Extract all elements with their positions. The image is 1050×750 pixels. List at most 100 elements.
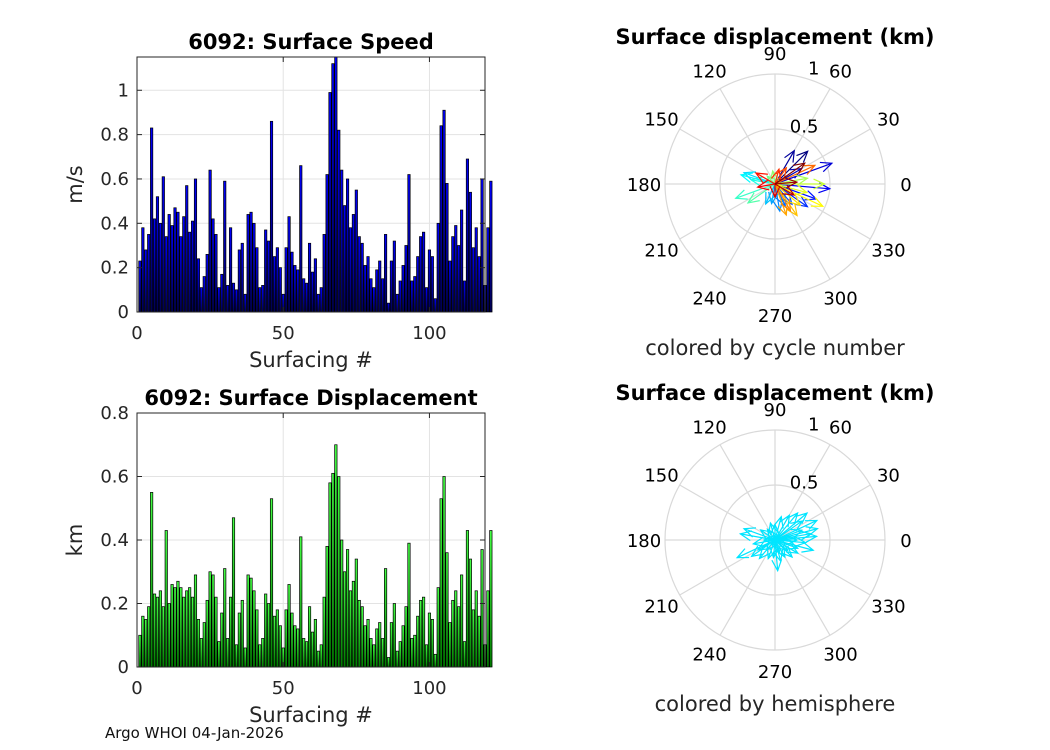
bar bbox=[422, 231, 426, 313]
bar bbox=[185, 590, 189, 668]
bar bbox=[448, 622, 452, 668]
y-tick-label: 0.4 bbox=[100, 530, 129, 551]
bar bbox=[413, 634, 417, 668]
bar bbox=[252, 590, 256, 668]
bar bbox=[354, 189, 358, 313]
displacement-arrow bbox=[774, 183, 787, 216]
bar bbox=[240, 599, 244, 668]
angle-label: 210 bbox=[644, 241, 678, 262]
chart-title: 6092: Surface Displacement bbox=[144, 386, 477, 410]
bar bbox=[226, 638, 230, 668]
displacement-arrow bbox=[774, 183, 808, 194]
x-axis-label: Surfacing # bbox=[249, 348, 373, 372]
bar bbox=[217, 287, 221, 313]
arrow-head bbox=[801, 542, 815, 553]
bar bbox=[389, 622, 393, 668]
arrow-head bbox=[782, 184, 796, 196]
x-tick-label: 50 bbox=[272, 323, 295, 344]
displacement-arrow bbox=[765, 183, 776, 205]
displacement-arrow bbox=[735, 183, 776, 199]
bar bbox=[264, 593, 268, 668]
bar bbox=[348, 590, 353, 668]
displacement-arrow bbox=[767, 539, 776, 559]
displacement-arrow bbox=[774, 167, 787, 185]
bar bbox=[468, 191, 472, 313]
bar bbox=[258, 644, 262, 668]
bar bbox=[439, 125, 443, 313]
arrow-head bbox=[790, 520, 804, 532]
displacement-arrow bbox=[774, 512, 808, 541]
bar bbox=[486, 227, 490, 313]
displacement-arrow bbox=[774, 183, 781, 212]
angle-label: 90 bbox=[764, 44, 787, 65]
bar bbox=[275, 247, 279, 313]
bar bbox=[161, 176, 165, 313]
bar bbox=[325, 545, 329, 668]
bar bbox=[389, 260, 393, 313]
angle-label: 150 bbox=[644, 110, 678, 131]
bar bbox=[252, 222, 256, 313]
bar bbox=[319, 644, 323, 668]
bar bbox=[237, 249, 241, 313]
bar bbox=[474, 227, 478, 313]
arrow-head bbox=[785, 177, 799, 189]
y-tick-label: 0 bbox=[118, 657, 129, 678]
bar bbox=[433, 298, 437, 313]
bar bbox=[375, 628, 379, 668]
displacement-arrow bbox=[774, 533, 811, 541]
bar bbox=[269, 498, 274, 668]
arrow-head bbox=[802, 164, 817, 175]
bar bbox=[346, 549, 350, 668]
bar bbox=[448, 260, 452, 313]
arrow-head bbox=[794, 536, 808, 548]
bar bbox=[410, 638, 414, 668]
arrow-head bbox=[739, 172, 753, 183]
bar bbox=[167, 214, 171, 313]
bar bbox=[471, 609, 475, 668]
bar bbox=[147, 234, 151, 313]
bar bbox=[343, 205, 347, 313]
displacement-arrow bbox=[774, 183, 830, 190]
displacement-arrow bbox=[743, 528, 776, 541]
displacement-arrow bbox=[757, 183, 776, 188]
bar bbox=[191, 596, 195, 668]
bar bbox=[457, 606, 461, 668]
bar bbox=[486, 590, 490, 668]
arrow-head bbox=[810, 196, 825, 207]
bar bbox=[366, 256, 370, 313]
bar bbox=[427, 612, 431, 668]
bar bbox=[433, 653, 437, 668]
bar bbox=[205, 599, 209, 668]
angle-label: 120 bbox=[692, 62, 726, 83]
bar bbox=[182, 216, 186, 313]
arrow-head bbox=[735, 548, 750, 559]
bar bbox=[351, 580, 355, 668]
angle-label: 330 bbox=[871, 597, 905, 618]
bar bbox=[351, 214, 355, 313]
angle-label: 240 bbox=[692, 644, 726, 665]
bar bbox=[237, 612, 241, 668]
arrow-head bbox=[784, 149, 795, 163]
x-axis-label: Surfacing # bbox=[249, 703, 373, 727]
bar bbox=[322, 234, 326, 313]
bar bbox=[220, 612, 224, 668]
bar bbox=[229, 596, 233, 668]
arrow-head bbox=[788, 194, 802, 207]
arrow-head bbox=[798, 530, 813, 541]
y-axis-label: m/s bbox=[63, 165, 87, 203]
displacement-arrow bbox=[774, 516, 782, 541]
displacement-arrow bbox=[755, 172, 776, 185]
compass_hemisphere-compass: 0 30 60 90 120 150 180 210 240 270 300 330 0.5 1 Surfa… bbox=[615, 381, 934, 716]
angle-label: 210 bbox=[644, 597, 678, 618]
displacement-arrow bbox=[769, 522, 776, 541]
displacement-arrow bbox=[774, 183, 817, 200]
bar bbox=[217, 641, 221, 668]
bar bbox=[243, 293, 247, 313]
bar bbox=[401, 625, 405, 668]
bar bbox=[249, 577, 253, 668]
angle-label: 60 bbox=[829, 418, 852, 439]
y-tick-label: 0.8 bbox=[100, 403, 129, 424]
angle-label: 330 bbox=[871, 241, 905, 262]
arrow-head bbox=[762, 534, 776, 546]
arrow-head bbox=[795, 174, 809, 186]
